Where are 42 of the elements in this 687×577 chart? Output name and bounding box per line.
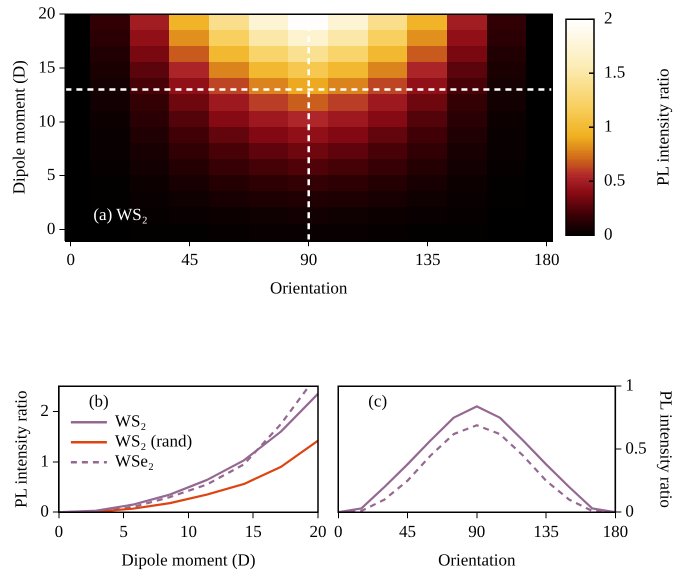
x-tick-label: 135 (533, 522, 559, 541)
y-tick-label: 10 (38, 111, 56, 130)
annotation: (a) WS₂ (93, 205, 148, 224)
x-tick-label: 90 (468, 522, 486, 541)
x-axis-title: Orientation (270, 278, 348, 298)
x-tick-label: 10 (180, 522, 197, 541)
x-tick-label: 5 (119, 522, 128, 541)
y-axis-title: Dipole moment (D) (10, 60, 29, 194)
x-tick-label: 0 (334, 522, 342, 541)
legend-label: WSe₂ (114, 452, 154, 471)
y-tick-label: 0 (46, 218, 56, 238)
y-axis-title: PL intensity ratio (656, 390, 676, 508)
y-tick-label: 1 (625, 376, 634, 395)
x-tick-label: 45 (399, 522, 416, 541)
y-axis-title: PL intensity ratio (12, 390, 31, 508)
color-bar-title: PL intensity ratio (653, 68, 672, 186)
x-tick-label: 20 (310, 522, 326, 541)
color-bar-label: 1 (604, 116, 612, 136)
y-tick-label: 0 (40, 502, 49, 521)
y-tick-label: 0 (625, 502, 634, 521)
x-tick-label: 15 (244, 522, 262, 541)
legend-label: WS₂ (rand) (114, 432, 192, 451)
x-tick-label: 0 (66, 250, 75, 269)
annotation: (b) (88, 392, 109, 411)
y-tick-label: 2 (40, 400, 49, 420)
x-tick-label: 90 (300, 250, 318, 269)
x-tick-label: 180 (602, 522, 628, 541)
x-axis-title: Dipole moment (D) (121, 550, 256, 570)
color-bar-label: 1.5 (604, 62, 626, 82)
color-bar-label: 0 (604, 224, 612, 244)
y-tick-label: 20 (38, 4, 56, 23)
y-tick-label: 5 (46, 165, 56, 184)
x-tick-label: 180 (534, 250, 560, 269)
color-bar-label: 2 (604, 8, 612, 28)
x-axis-title: Orientation (438, 550, 516, 570)
annotation: (c) (368, 392, 388, 411)
x-tick-label: 135 (414, 250, 440, 269)
x-tick-label: 45 (181, 250, 198, 269)
y-tick-label: 15 (38, 57, 56, 76)
y-tick-label: 0.5 (625, 438, 647, 458)
legend-label: WS₂ (114, 412, 146, 431)
y-tick-label: 1 (40, 451, 49, 470)
